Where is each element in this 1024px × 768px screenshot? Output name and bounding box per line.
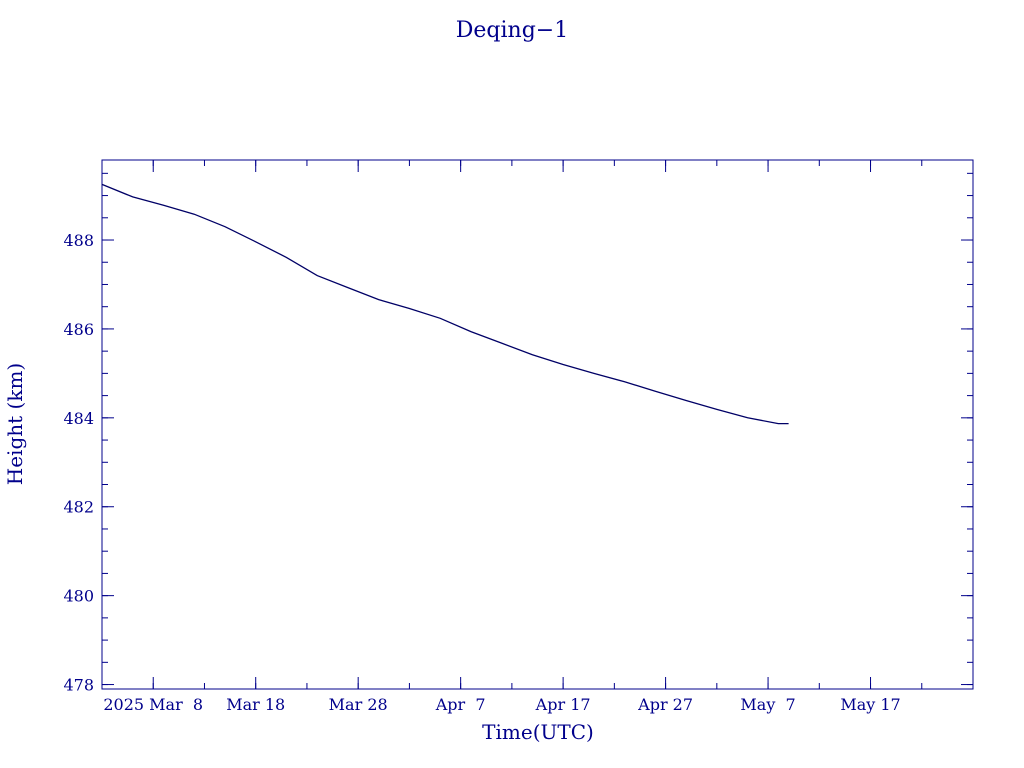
axis-ticks xyxy=(101,160,974,689)
x-tick-label: Apr 7 xyxy=(435,695,486,714)
x-tick-label: May 17 xyxy=(840,695,900,714)
chart-title: Deqing−1 xyxy=(456,18,568,43)
y-tick-label: 486 xyxy=(63,320,94,339)
y-tick-label: 488 xyxy=(63,231,94,250)
series-line xyxy=(101,183,789,425)
y-tick-label: 478 xyxy=(63,676,94,695)
x-tick-label: Apr 17 xyxy=(535,695,591,714)
x-tick-label: Apr 27 xyxy=(637,695,693,714)
x-tick-label: 2025 Mar 8 xyxy=(103,695,203,714)
y-tick-label: 484 xyxy=(63,409,94,428)
x-axis-label: Time(UTC) xyxy=(482,720,594,744)
y-tick-labels: 478 480 482 484 486 488 xyxy=(63,231,94,695)
x-tick-label: Mar 28 xyxy=(329,695,388,714)
x-tick-label: May 7 xyxy=(740,695,795,714)
plot-frame xyxy=(101,159,974,690)
x-tick-label: Mar 18 xyxy=(226,695,285,714)
y-tick-label: 482 xyxy=(63,498,94,517)
x-tick-labels: 2025 Mar 8 Mar 18 Mar 28 Apr 7 Apr 17 Apr 27 M… xyxy=(103,695,900,714)
y-axis-label: Height (km) xyxy=(3,363,27,485)
y-tick-label: 480 xyxy=(63,587,94,606)
